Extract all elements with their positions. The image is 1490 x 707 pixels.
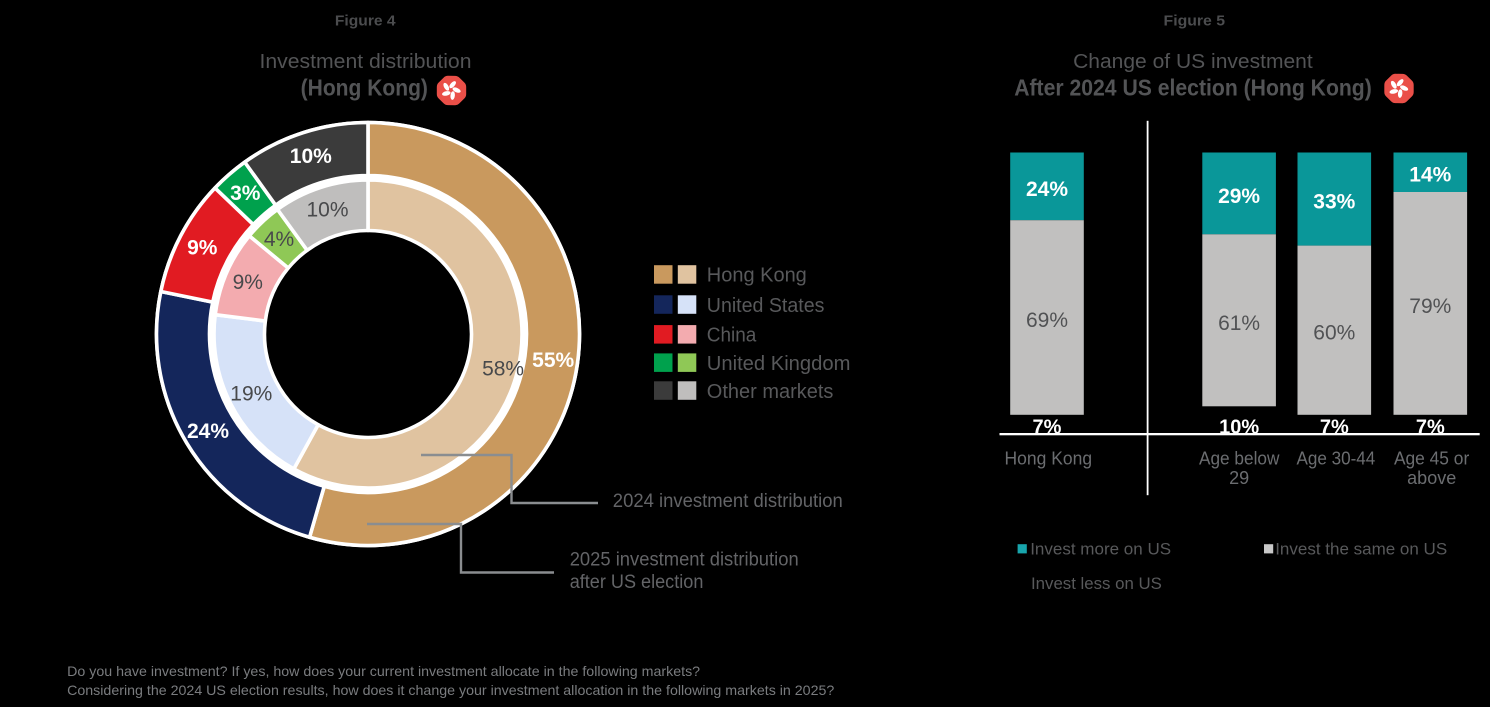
svg-text:61%: 61%: [1218, 312, 1260, 335]
svg-text:2024 investment distribution: 2024 investment distribution: [613, 491, 843, 512]
svg-text:after US election: after US election: [570, 572, 704, 593]
svg-text:Invest less on US: Invest less on US: [1031, 574, 1162, 593]
svg-text:Figure 4: Figure 4: [335, 13, 396, 30]
svg-text:55%: 55%: [532, 349, 574, 372]
svg-text:19%: 19%: [230, 383, 272, 406]
svg-text:9%: 9%: [187, 236, 218, 259]
svg-text:2025 investment distribution: 2025 investment distribution: [570, 550, 799, 571]
svg-text:Invest more on US: Invest more on US: [1030, 540, 1171, 559]
svg-text:Hong Kong: Hong Kong: [707, 265, 807, 287]
svg-text:Age below: Age below: [1199, 448, 1280, 468]
svg-text:29%: 29%: [1218, 185, 1260, 208]
svg-text:33%: 33%: [1313, 191, 1355, 214]
svg-text:Do you have investment? If yes: Do you have investment? If yes, how does…: [67, 663, 700, 679]
svg-text:United States: United States: [707, 295, 825, 317]
svg-text:79%: 79%: [1409, 295, 1451, 318]
svg-text:Age 45 or: Age 45 or: [1394, 448, 1469, 468]
svg-text:Considering the 2024 US electi: Considering the 2024 US election results…: [67, 682, 834, 698]
svg-text:Figure 5: Figure 5: [1164, 13, 1226, 30]
svg-text:United Kingdom: United Kingdom: [707, 353, 851, 375]
svg-text:Change of US investment: Change of US investment: [1073, 51, 1313, 73]
svg-text:Age 30-44: Age 30-44: [1297, 448, 1376, 468]
svg-text:Invest the same on US: Invest the same on US: [1275, 540, 1447, 559]
svg-text:Investment distribution: Investment distribution: [260, 51, 472, 73]
svg-text:China: China: [707, 325, 757, 347]
svg-text:69%: 69%: [1026, 309, 1068, 332]
svg-text:58%: 58%: [482, 358, 524, 381]
svg-text:4%: 4%: [264, 228, 294, 251]
svg-text:(Hong Kong): (Hong Kong): [301, 75, 428, 101]
svg-text:9%: 9%: [233, 271, 263, 294]
svg-text:10%: 10%: [306, 198, 348, 221]
svg-text:60%: 60%: [1313, 322, 1355, 345]
svg-text:29: 29: [1229, 468, 1249, 488]
svg-text:Other markets: Other markets: [707, 381, 834, 403]
svg-text:10%: 10%: [290, 145, 332, 168]
svg-text:24%: 24%: [1026, 178, 1068, 201]
svg-text:After 2024 US election (Hong K: After 2024 US election (Hong Kong): [1014, 75, 1372, 101]
svg-text:14%: 14%: [1409, 164, 1451, 187]
svg-text:24%: 24%: [187, 420, 229, 443]
svg-text:Hong Kong: Hong Kong: [1005, 448, 1093, 468]
svg-text:3%: 3%: [230, 182, 261, 205]
svg-text:above: above: [1407, 468, 1456, 488]
